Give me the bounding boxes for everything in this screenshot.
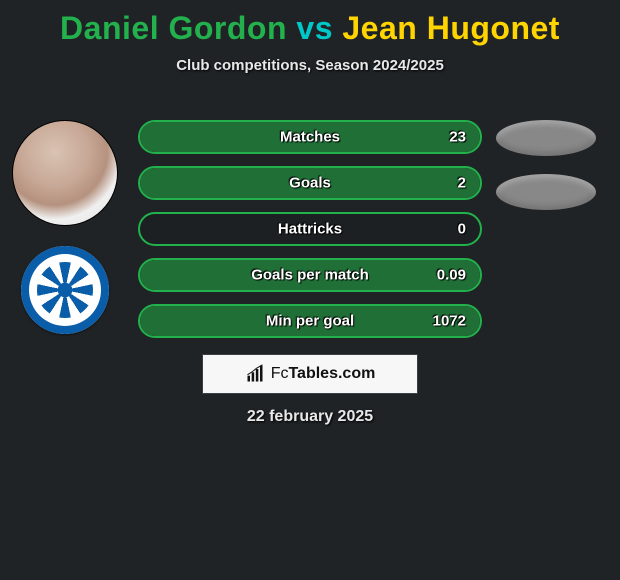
stat-bar-value: 0.09 (437, 267, 466, 284)
brand-text: FcTables.com (271, 365, 376, 383)
right-column (490, 120, 602, 228)
comparison-title: Daniel Gordon vs Jean Hugonet (0, 0, 620, 47)
stat-bar: Matches 23 (138, 120, 482, 154)
player-avatar (12, 120, 118, 226)
left-column (6, 120, 124, 334)
opponent-placeholder-icon (496, 174, 596, 210)
player1-name: Daniel Gordon (60, 10, 287, 46)
subtitle: Club competitions, Season 2024/2025 (0, 57, 620, 74)
stat-bar: Min per goal 1072 (138, 304, 482, 338)
club-logo-icon (21, 246, 109, 334)
stat-bar: Goals per match 0.09 (138, 258, 482, 292)
stat-bar-value: 2 (458, 175, 466, 192)
stat-bar-value: 23 (449, 129, 466, 146)
barchart-icon (245, 364, 265, 384)
brand-badge: FcTables.com (202, 354, 418, 394)
stat-bar-label: Min per goal (266, 313, 354, 330)
stat-bar-value: 1072 (433, 313, 466, 330)
date-label: 22 february 2025 (247, 408, 373, 426)
stat-bar: Goals 2 (138, 166, 482, 200)
opponent-placeholder-icon (496, 120, 596, 156)
vs-label: vs (296, 10, 333, 46)
player2-name: Jean Hugonet (342, 10, 560, 46)
stat-bar-label: Hattricks (278, 221, 342, 238)
stat-bar-label: Matches (280, 129, 340, 146)
stat-bar-value: 0 (458, 221, 466, 238)
stat-bar-label: Goals per match (251, 267, 369, 284)
stat-bar-label: Goals (289, 175, 331, 192)
stat-bar: Hattricks 0 (138, 212, 482, 246)
stat-bars: Matches 23 Goals 2 Hattricks 0 Goals per match… (138, 120, 482, 350)
